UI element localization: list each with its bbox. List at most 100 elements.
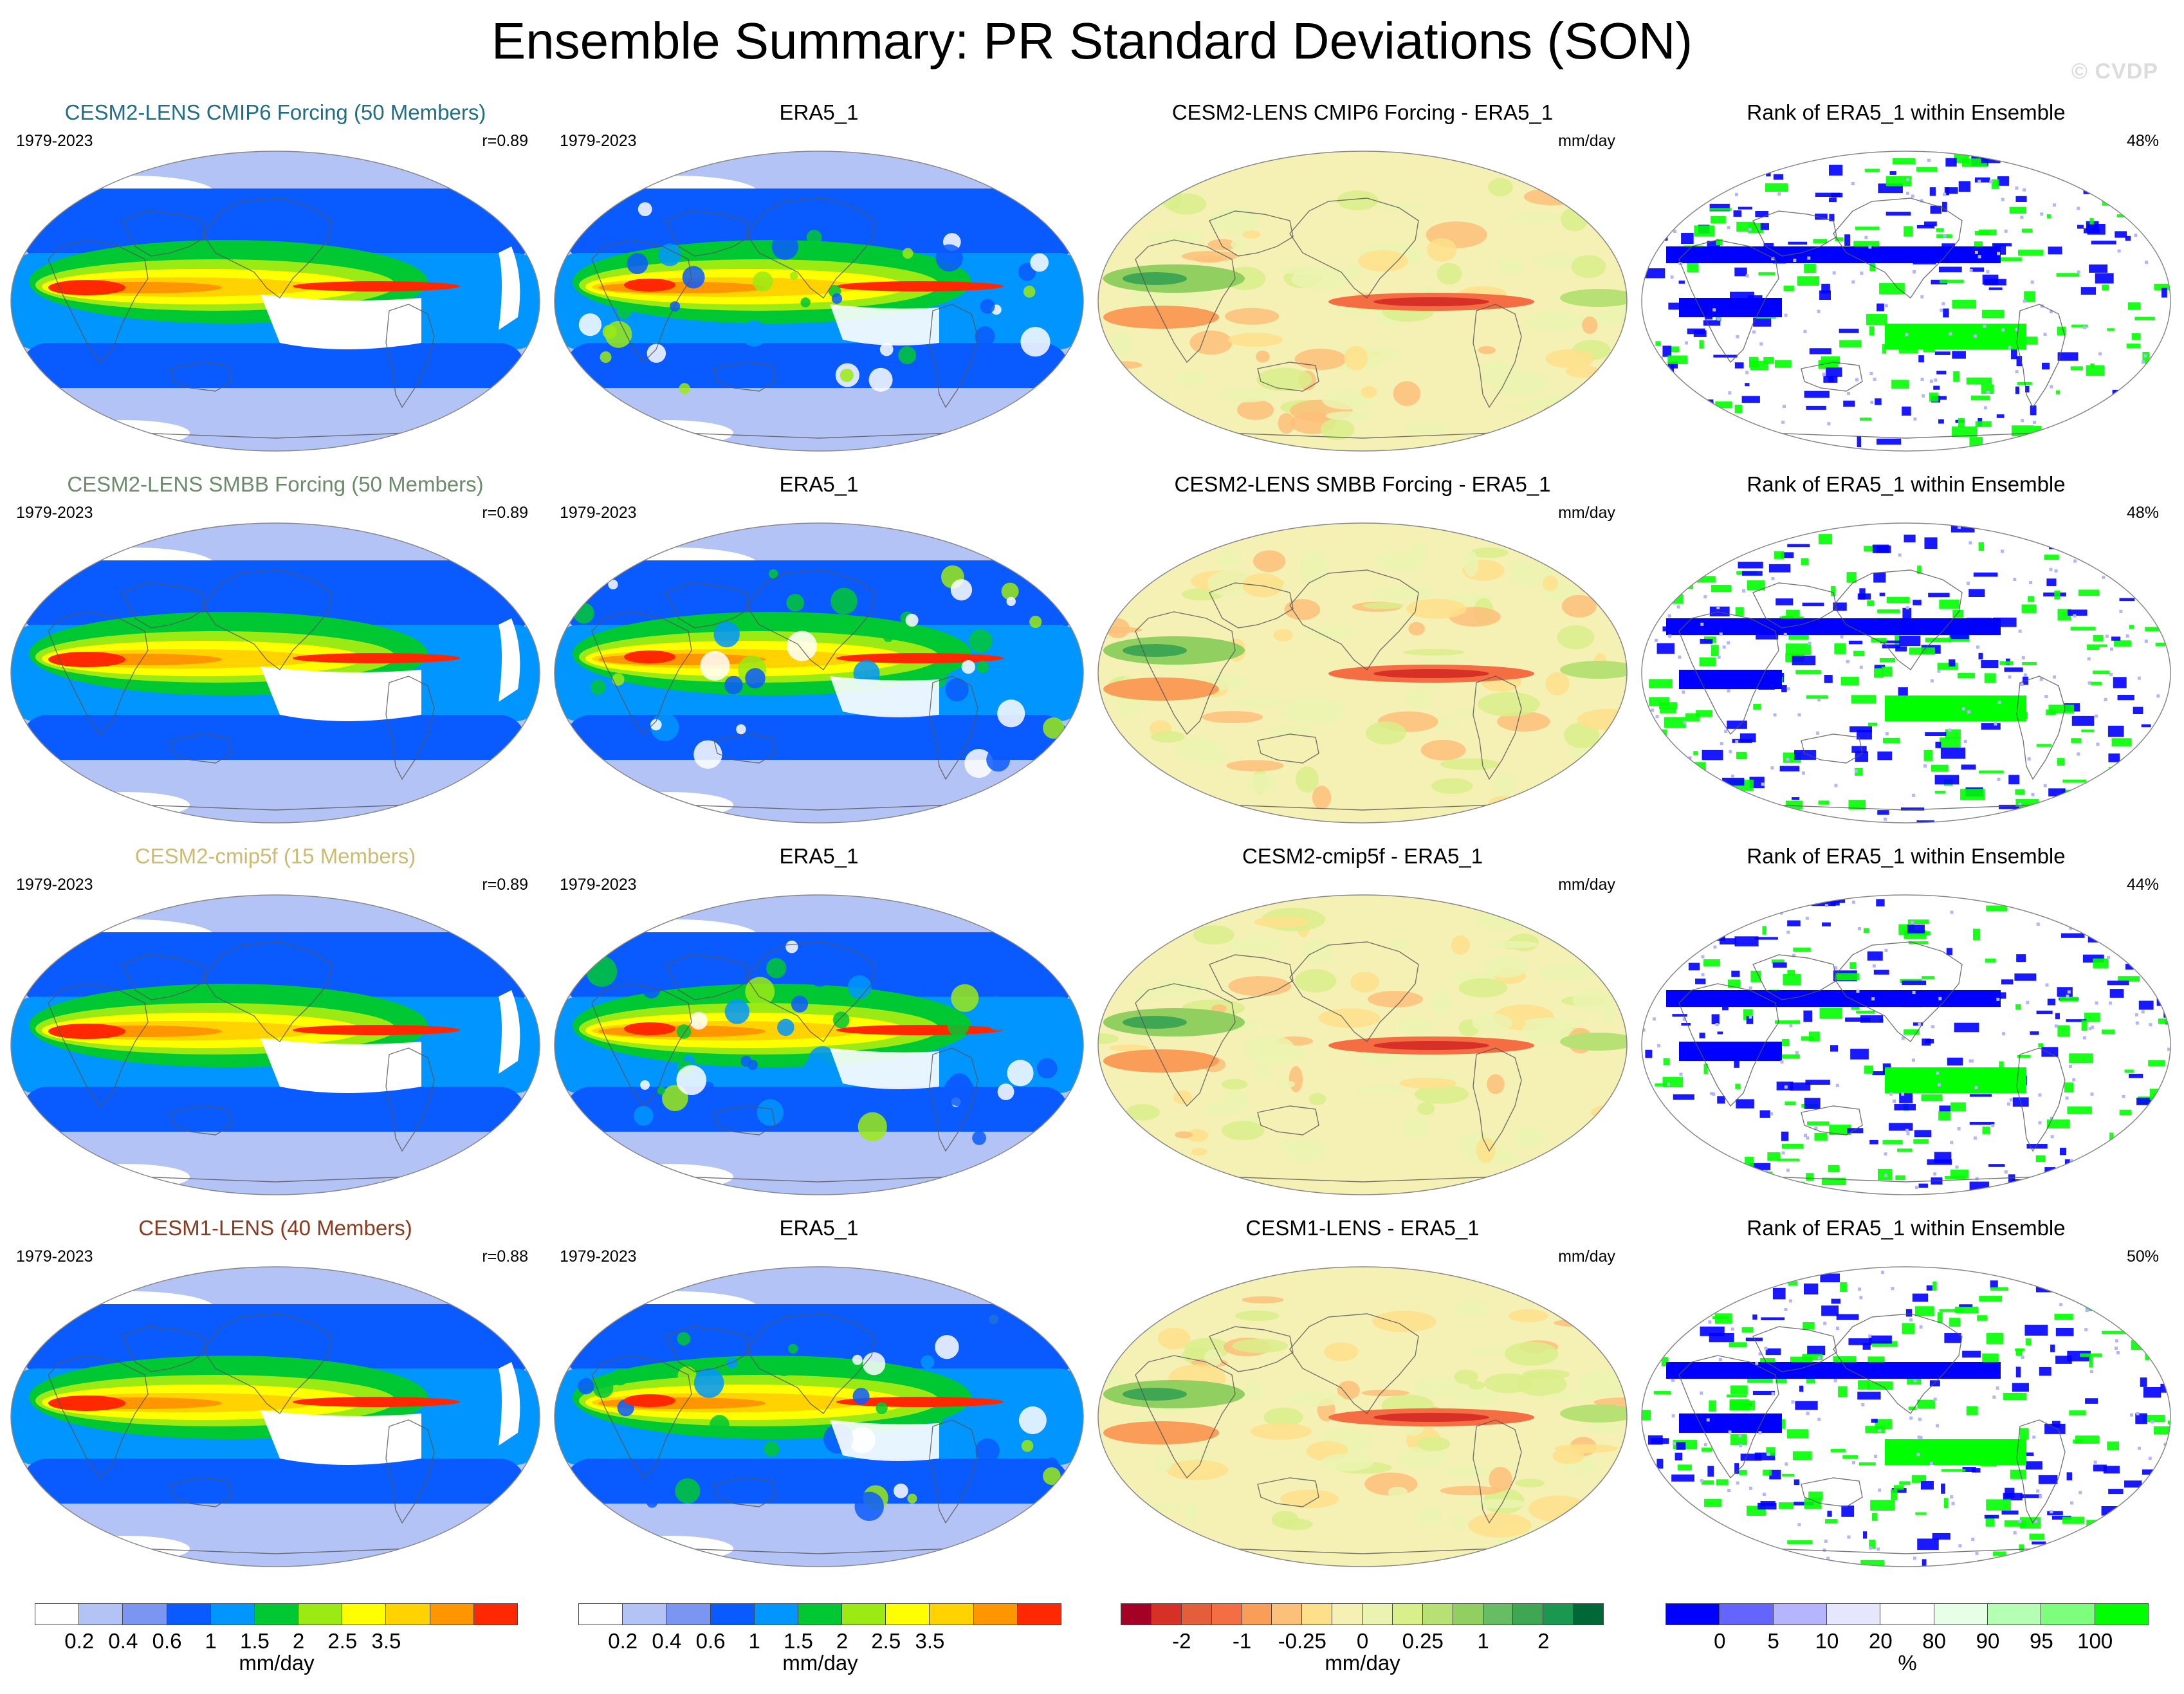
panel-obs-row-4: ERA5_1 1979-2023 xyxy=(547,1215,1091,1582)
colorbar-tick-label: 0.2 xyxy=(608,1629,638,1653)
pattern-correlation-label: r=0.88 xyxy=(482,1247,528,1266)
panel-diff-row-2: CESM2-LENS SMBB Forcing - ERA5_1 mm/day xyxy=(1090,472,1635,838)
colorbar-tick-label: 1 xyxy=(748,1629,760,1653)
colorbar-swatch xyxy=(1332,1603,1363,1625)
pattern-correlation-label: r=0.89 xyxy=(482,876,528,894)
colorbar-swatch xyxy=(78,1603,124,1625)
period-label: 1979-2023 xyxy=(16,132,93,150)
rank-percent-label: 50% xyxy=(2126,1247,2159,1266)
panel-ensemble-row-2: CESM2-LENS SMBB Forcing (50 Members) 1979… xyxy=(3,472,547,838)
panel-title: CESM2-LENS CMIP6 Forcing (50 Members) xyxy=(64,100,486,124)
global-map-rank xyxy=(1641,522,2171,824)
panel-title: Rank of ERA5_1 within Ensemble xyxy=(1747,1216,2066,1240)
colorbar-tick-label: -2 xyxy=(1172,1629,1191,1653)
period-label: 1979-2023 xyxy=(560,1247,637,1266)
global-map-ensemble xyxy=(10,522,540,824)
panel-title: CESM2-cmip5f (15 Members) xyxy=(134,844,416,868)
colorbar-swatch xyxy=(210,1603,255,1625)
colorbar-swatch xyxy=(973,1603,1018,1625)
units-label: mm/day xyxy=(1558,1247,1615,1266)
colorbar-tick-label: 0 xyxy=(1356,1629,1369,1653)
panel-title: CESM2-LENS SMBB Forcing (50 Members) xyxy=(67,472,484,496)
global-map-ensemble xyxy=(10,894,540,1195)
units-label: mm/day xyxy=(1558,876,1615,894)
period-label: 1979-2023 xyxy=(560,876,637,894)
global-map-rank xyxy=(1641,1266,2171,1567)
colorbar-swatch xyxy=(429,1603,474,1625)
colorbar-rank-4: 0 5 10 20 80 90 95 100% xyxy=(1666,1603,2155,1675)
panel-diff-row-1: CESM2-LENS CMIP6 Forcing - ERA5_1 mm/day xyxy=(1090,100,1635,466)
panel-diff-row-3: CESM2-cmip5f - ERA5_1 mm/day xyxy=(1090,843,1635,1210)
colorbar-swatch xyxy=(1422,1603,1453,1625)
colorbar-tick-label: 1.5 xyxy=(239,1629,270,1653)
colorbar-swatch xyxy=(122,1603,167,1625)
colorbar-swatch xyxy=(666,1603,711,1625)
colorbar-swatch xyxy=(1512,1603,1544,1625)
colorbar-swatch xyxy=(1121,1603,1152,1625)
colorbar-swatch xyxy=(1391,1603,1423,1625)
colorbar-tick-label: 5 xyxy=(1767,1629,1779,1653)
global-map-diff xyxy=(1097,151,1628,452)
colorbar-tick-label: 0.4 xyxy=(108,1629,138,1653)
units-label: mm/day xyxy=(1558,504,1615,522)
colorbar-tick-label: -0.25 xyxy=(1278,1629,1326,1653)
panel-obs-row-2: ERA5_1 1979-2023 xyxy=(547,472,1091,838)
figure-title: Ensemble Summary: PR Standard Deviations… xyxy=(491,12,1693,69)
panel-ensemble-row-3: CESM2-cmip5f (15 Members) 1979-2023 r=0.89 xyxy=(3,843,547,1210)
rank-percent-label: 48% xyxy=(2126,504,2159,522)
colorbar-swatch xyxy=(1482,1603,1514,1625)
colorbar-tick-label: 0.6 xyxy=(152,1629,182,1653)
colorbar-swatch xyxy=(1241,1603,1272,1625)
panel-title: Rank of ERA5_1 within Ensemble xyxy=(1747,100,2066,124)
colorbar-tick-label: 2 xyxy=(292,1629,305,1653)
colorbar-swatch xyxy=(2094,1603,2149,1625)
colorbar-swatch xyxy=(1880,1603,1934,1625)
colorbar-swatch xyxy=(1772,1603,1827,1625)
colorbar-tick-label: 0 xyxy=(1714,1629,1726,1653)
global-map-diff xyxy=(1097,894,1628,1195)
colorbar-swatch xyxy=(1543,1603,1574,1625)
colorbar-swatch xyxy=(1826,1603,1881,1625)
colorbar-tick-label: 1 xyxy=(1477,1629,1489,1653)
panel-title: CESM2-LENS SMBB Forcing - ERA5_1 xyxy=(1174,472,1551,496)
global-map-obs xyxy=(554,522,1084,824)
colorbar-tick-label: 90 xyxy=(1976,1629,2000,1653)
colorbar-swatch xyxy=(1271,1603,1303,1625)
panel-rank-row-4: Rank of ERA5_1 within Ensemble 50% xyxy=(1634,1215,2178,1582)
colorbar-swatch xyxy=(1452,1603,1483,1625)
colorbar-swatch xyxy=(710,1603,755,1625)
rank-percent-label: 48% xyxy=(2126,132,2159,150)
colorbar-tick-label: 0.4 xyxy=(652,1629,682,1653)
colorbar-swatch xyxy=(1719,1603,1774,1625)
panel-title: CESM1-LENS - ERA5_1 xyxy=(1245,1216,1480,1240)
pattern-correlation-label: r=0.89 xyxy=(482,132,528,150)
colorbar-swatches xyxy=(35,1603,518,1625)
period-label: 1979-2023 xyxy=(560,504,637,522)
colorbar-swatches xyxy=(578,1603,1061,1625)
period-label: 1979-2023 xyxy=(16,1247,93,1266)
colorbar-swatch xyxy=(253,1603,299,1625)
panel-obs-row-1: ERA5_1 1979-2023 xyxy=(547,100,1091,466)
colorbar-swatch xyxy=(35,1603,80,1625)
colorbar-swatch xyxy=(797,1603,843,1625)
colorbar-unit-label: mm/day xyxy=(782,1651,858,1675)
colorbar-tick-label: 0.2 xyxy=(64,1629,95,1653)
colorbar-unit-label: mm/day xyxy=(1325,1651,1400,1675)
colorbar-swatch xyxy=(1211,1603,1242,1625)
colorbar-unit-label: mm/day xyxy=(239,1651,315,1675)
colorbar-swatch xyxy=(1987,1603,2042,1625)
rank-percent-label: 44% xyxy=(2126,876,2159,894)
global-map-diff xyxy=(1097,1266,1628,1567)
colorbar-std-2: 0.2 0.4 0.6 1 1.5 2 2.5 3.5 mm/day xyxy=(578,1603,1068,1675)
colorbar-swatch xyxy=(2041,1603,2095,1625)
colorbar-tick-label: 100 xyxy=(2077,1629,2113,1653)
colorbar-swatch xyxy=(1150,1603,1182,1625)
cvdp-watermark: © CVDP xyxy=(2071,59,2158,84)
colorbar-swatch xyxy=(622,1603,667,1625)
panel-obs-row-3: ERA5_1 1979-2023 xyxy=(547,843,1091,1210)
colorbar-tick-label: 10 xyxy=(1815,1629,1839,1653)
panel-title: CESM2-cmip5f - ERA5_1 xyxy=(1242,844,1483,868)
colorbar-swatch xyxy=(753,1603,798,1625)
panel-title: CESM2-LENS CMIP6 Forcing - ERA5_1 xyxy=(1171,100,1554,124)
colorbar-swatch xyxy=(1301,1603,1333,1625)
